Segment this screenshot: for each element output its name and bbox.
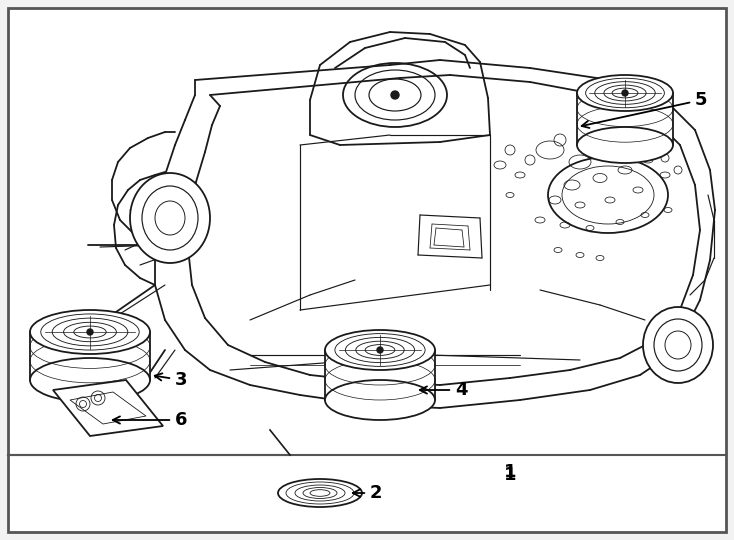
- Text: 1: 1: [504, 466, 516, 484]
- Text: 4: 4: [420, 381, 468, 399]
- Ellipse shape: [577, 75, 673, 111]
- Circle shape: [391, 91, 399, 99]
- Bar: [30, 332, 150, 380]
- Ellipse shape: [325, 330, 435, 370]
- Text: 3: 3: [155, 371, 187, 389]
- Ellipse shape: [130, 173, 210, 263]
- Text: 2: 2: [353, 484, 382, 502]
- Circle shape: [622, 90, 628, 96]
- Text: 1: 1: [504, 463, 516, 481]
- Bar: [325, 350, 435, 400]
- Ellipse shape: [577, 127, 673, 163]
- Polygon shape: [53, 380, 163, 436]
- Ellipse shape: [643, 307, 713, 383]
- Ellipse shape: [30, 310, 150, 354]
- Text: 6: 6: [113, 411, 187, 429]
- Ellipse shape: [30, 358, 150, 402]
- Bar: [577, 93, 673, 145]
- Ellipse shape: [278, 479, 362, 507]
- Circle shape: [87, 329, 93, 335]
- Circle shape: [377, 347, 383, 353]
- Ellipse shape: [325, 380, 435, 420]
- Text: 5: 5: [581, 91, 708, 128]
